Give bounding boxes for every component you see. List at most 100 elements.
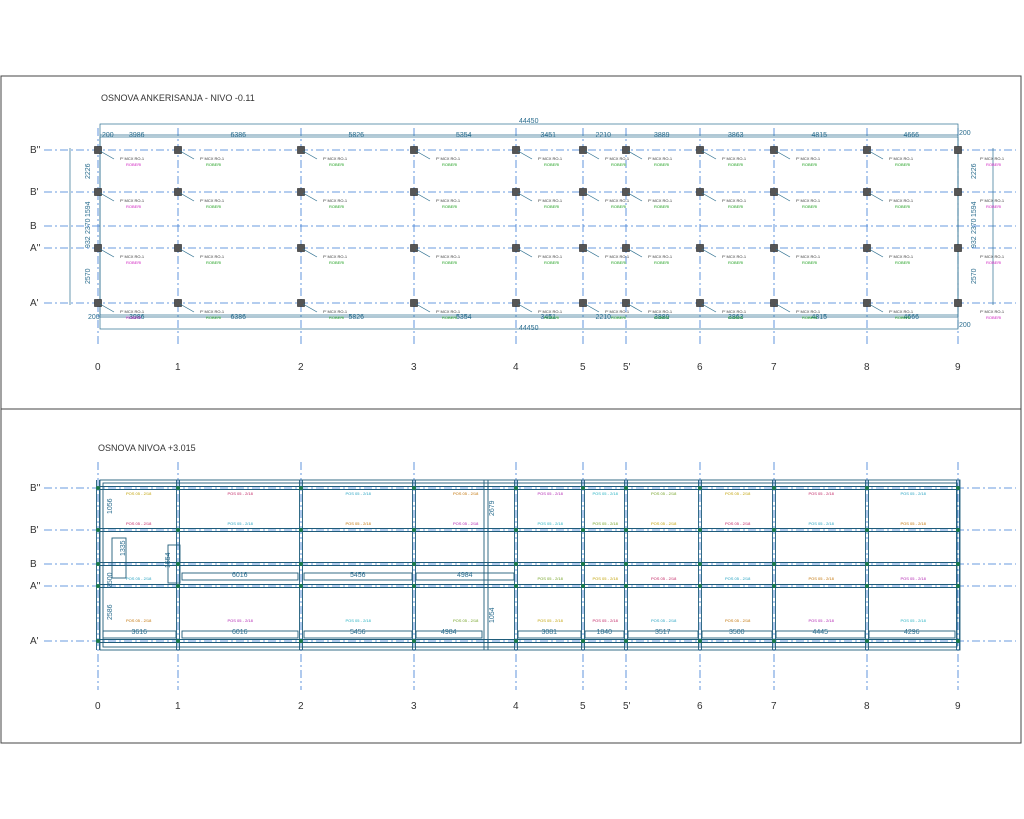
beam-label: POS 05 - 2/18 [593,618,619,623]
axis-label-col: 5 [580,362,586,373]
axis-label-col: 5' [623,362,631,373]
vert-dim: 2679 [489,500,496,516]
beam-box [415,572,515,581]
beam-label: POS 05 - 2/18 [651,618,677,623]
axis-label-col: 7 [771,701,777,712]
anchor-column [512,244,520,252]
beam-dim: 3616 [132,629,148,636]
beam-label: POS 05 - 2/18 [538,491,564,496]
anchor-sublabel: ROBERI [126,315,141,320]
beam-dim: 3081 [542,629,558,636]
column-node [176,528,180,532]
column-node [772,528,776,532]
axis-label-col: 2 [298,362,304,373]
edge-dim: 200 [959,130,971,137]
anchor-label: P' MCX RO-1 [648,309,673,314]
anchor-leader [302,248,318,258]
beam-dim: 4445 [813,629,829,636]
beam-label: POS 05 - 2/18 [651,491,677,496]
anchor-label: P' MCX RO-1 [889,156,914,161]
beam-dim: 1840 [597,629,613,636]
anchor-sublabel: ROBERI [442,260,457,265]
vert-dim-left: 1594 [85,201,92,217]
anchor-column [297,244,305,252]
anchor-sublabel: ROBERI [611,315,626,320]
anchor-leader [775,248,791,258]
anchor-label: P' MCX RO-1 [323,309,348,314]
anchor-leader [868,192,884,202]
column-node [299,584,303,588]
anchor-leader [868,150,884,160]
vert-dim-right: 2570 [971,268,978,284]
column-node [698,584,702,588]
anchor-sublabel: ROBERI [206,260,221,265]
vert-dim: 1054 [489,607,496,623]
anchor-label: P' MCX RO-1 [538,254,563,259]
column-node [514,562,518,566]
anchor-label: P' MCX RO-1 [722,198,747,203]
beam-box [517,630,582,639]
anchor-column [863,244,871,252]
column-node [412,528,416,532]
anchor-label: P' MCX RO-1 [796,254,821,259]
column-node [96,486,100,490]
anchor-leader [415,150,431,160]
span-dim-bottom: 3451 [541,314,557,321]
anchor-column [770,244,778,252]
beam-label: POS 05 - 2/18 [346,491,372,496]
anchor-label: P' MCX RO-1 [200,198,225,203]
anchor-leader [775,192,791,202]
column-node [96,584,100,588]
anchor-sublabel: ROBERI [544,260,559,265]
anchor-label: P' MCX RO-1 [648,198,673,203]
anchor-leader [99,303,115,313]
axis-label-col: 4 [513,362,519,373]
anchor-sublabel: ROBERI [654,260,669,265]
beam-label: POS 05 - 2/18 [453,491,479,496]
span-dim-top: 4815 [812,132,828,139]
beam-box [775,630,866,639]
anchor-column [174,244,182,252]
bottom-floor-plan: 6016 5456 4984 3616 6016 5456 4984 3081 1840 3517… [96,479,961,651]
anchor-label: P' MCX RO-1 [980,309,1005,314]
anchor-label: P' MCX RO-1 [323,198,348,203]
anchor-label: P' MCX RO-1 [538,156,563,161]
column-node [514,528,518,532]
column-node [176,584,180,588]
top-anchor-plan: 44450 44450 200 200 200 200 3986 3986 6386 6386 58… [69,118,1005,332]
edge-dim: 200 [959,322,971,329]
beam-label: POS 05 - 2/18 [901,491,927,496]
anchor-sublabel: ROBERI [329,260,344,265]
anchor-leader [627,150,643,160]
anchor-column [174,188,182,196]
anchor-column [954,299,962,307]
beam-box [415,630,483,639]
beam-box [102,630,177,639]
axis-label-row: B [30,559,37,570]
top-plan-title: OSNOVA ANKERISANJA - NIVO -0.11 [101,93,255,103]
anchor-sublabel: ROBERI [544,315,559,320]
span-dim-top: 5826 [349,132,365,139]
anchor-sublabel: ROBERI [442,315,457,320]
beam-dim: 5456 [350,629,366,636]
anchor-leader [584,150,600,160]
anchor-leader [415,192,431,202]
anchor-column [94,188,102,196]
anchor-label: P' MCX RO-1 [436,309,461,314]
anchor-leader [868,248,884,258]
span-dim-top: 6386 [231,132,247,139]
anchor-label: P' MCX RO-1 [605,156,630,161]
span-dim-bottom: 2210 [596,314,612,321]
anchor-column [863,146,871,154]
column-node [624,528,628,532]
column-node [624,486,628,490]
anchor-label: P' MCX RO-1 [722,156,747,161]
axis-label-row: B' [30,525,39,536]
anchor-leader [868,303,884,313]
anchor-leader [627,303,643,313]
anchor-label: P' MCX RO-1 [436,198,461,203]
anchor-label: P' MCX RO-1 [796,156,821,161]
anchor-column [512,146,520,154]
anchor-sublabel: ROBERI [329,204,344,209]
beam-label: POS 05 - 2/18 [538,576,564,581]
